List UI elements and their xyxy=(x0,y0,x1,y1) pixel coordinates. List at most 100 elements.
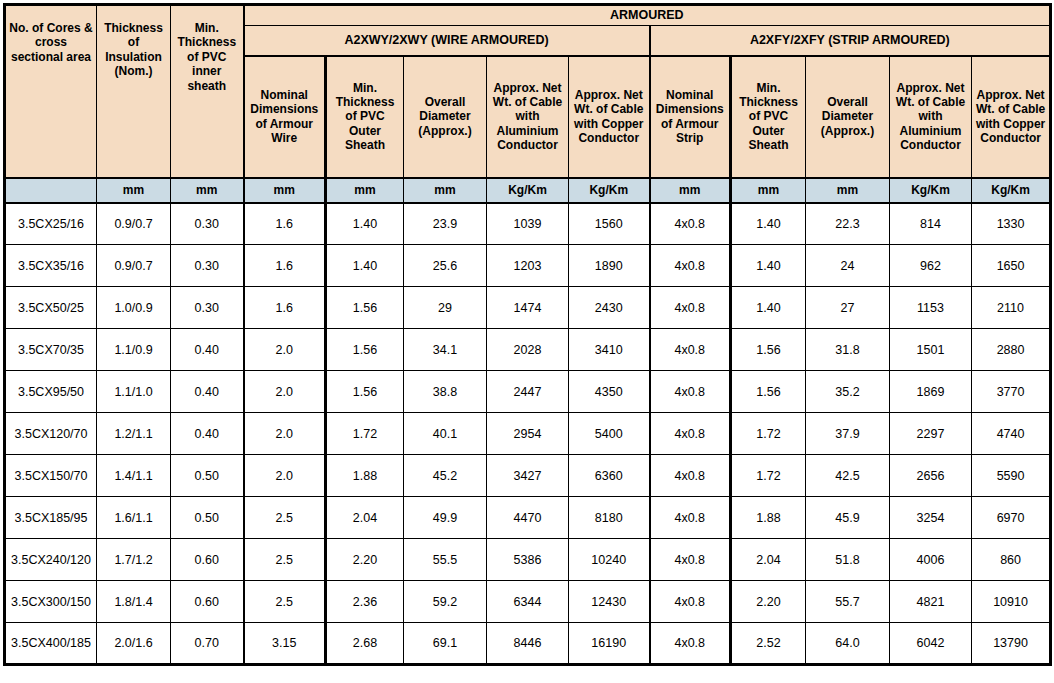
value-cell: 22.3 xyxy=(806,203,890,245)
armoured-banner: ARMOURED xyxy=(244,5,1051,26)
value-cell: 45.2 xyxy=(404,455,487,497)
table-row: 3.5CX400/1852.0/1.60.703.152.6869.184461… xyxy=(5,623,1051,665)
table-row: 3.5CX95/501.1/1.00.402.01.5638.824474350… xyxy=(5,371,1051,413)
column-header-overall-diameter-wire: Overall Diameter (Approx.) xyxy=(404,56,487,178)
banner-row: No. of Cores & cross sectional area Thic… xyxy=(5,5,1051,26)
value-cell: 55.7 xyxy=(806,581,890,623)
value-cell: 3.15 xyxy=(244,623,326,665)
value-cell: 2110 xyxy=(972,287,1051,329)
table-row: 3.5CX50/251.0/0.90.301.61.5629147424304x… xyxy=(5,287,1051,329)
value-cell: 2.5 xyxy=(244,581,326,623)
value-cell: 49.9 xyxy=(404,497,487,539)
unit-cell: Kg/Km xyxy=(972,178,1051,203)
column-header-outer-sheath-strip: Min. Thickness of PVC Outer Sheath xyxy=(731,56,806,178)
value-cell: 4350 xyxy=(569,371,650,413)
value-cell: 29 xyxy=(404,287,487,329)
value-cell: 5400 xyxy=(569,413,650,455)
value-cell: 2.5 xyxy=(244,497,326,539)
value-cell: 4x0.8 xyxy=(650,623,731,665)
column-header-armour-wire: Nominal Dimensions of Armour Wire xyxy=(244,56,326,178)
table-row: 3.5CX120/701.2/1.10.402.01.7240.12954540… xyxy=(5,413,1051,455)
unit-cell xyxy=(5,178,97,203)
value-cell: 0.9/0.7 xyxy=(97,245,171,287)
value-cell: 1.40 xyxy=(731,287,806,329)
value-cell: 45.9 xyxy=(806,497,890,539)
unit-cell: mm xyxy=(404,178,487,203)
table-row: 3.5CX150/701.4/1.10.502.01.8845.23427636… xyxy=(5,455,1051,497)
column-header-weight-aluminium-wire: Approx. Net Wt. of Cable with Aluminium … xyxy=(487,56,569,178)
value-cell: 2.52 xyxy=(731,623,806,665)
value-cell: 64.0 xyxy=(806,623,890,665)
table-row: 3.5CX300/1501.8/1.40.602.52.3659.2634412… xyxy=(5,581,1051,623)
value-cell: 1890 xyxy=(569,245,650,287)
value-cell: 10240 xyxy=(569,539,650,581)
value-cell: 2.36 xyxy=(326,581,404,623)
value-cell: 0.60 xyxy=(171,581,244,623)
unit-cell: mm xyxy=(731,178,806,203)
value-cell: 1.1/1.0 xyxy=(97,371,171,413)
armoured-cable-table: No. of Cores & cross sectional area Thic… xyxy=(3,3,1052,666)
value-cell: 4x0.8 xyxy=(650,287,731,329)
unit-cell: mm xyxy=(171,178,244,203)
unit-cell: Kg/Km xyxy=(487,178,569,203)
cable-size-cell: 3.5CX25/16 xyxy=(5,203,97,245)
column-header-weight-copper-strip: Approx. Net Wt. of Cable with Copper Con… xyxy=(972,56,1051,178)
value-cell: 4x0.8 xyxy=(650,497,731,539)
value-cell: 6042 xyxy=(890,623,972,665)
cable-size-cell: 3.5CX240/120 xyxy=(5,539,97,581)
units-row: mm mm mm mm mm Kg/Km Kg/Km mm mm mm Kg/K… xyxy=(5,178,1051,203)
value-cell: 34.1 xyxy=(404,329,487,371)
value-cell: 2.20 xyxy=(326,539,404,581)
value-cell: 2954 xyxy=(487,413,569,455)
value-cell: 4x0.8 xyxy=(650,371,731,413)
value-cell: 1.72 xyxy=(731,455,806,497)
value-cell: 1.0/0.9 xyxy=(97,287,171,329)
value-cell: 1.1/0.9 xyxy=(97,329,171,371)
value-cell: 2.0 xyxy=(244,329,326,371)
value-cell: 1.88 xyxy=(731,497,806,539)
group-header-wire-armoured: A2XWY/2XWY (WIRE ARMOURED) xyxy=(244,26,650,56)
value-cell: 1.6 xyxy=(244,203,326,245)
value-cell: 2.68 xyxy=(326,623,404,665)
unit-cell: mm xyxy=(97,178,171,203)
value-cell: 2430 xyxy=(569,287,650,329)
table-body: 3.5CX25/160.9/0.70.301.61.4023.910391560… xyxy=(5,203,1051,665)
value-cell: 5386 xyxy=(487,539,569,581)
value-cell: 1.40 xyxy=(326,245,404,287)
column-header-insulation: Thickness of Insulation (Nom.) xyxy=(97,5,171,178)
value-cell: 1.56 xyxy=(326,329,404,371)
table-row: 3.5CX25/160.9/0.70.301.61.4023.910391560… xyxy=(5,203,1051,245)
value-cell: 69.1 xyxy=(404,623,487,665)
value-cell: 1.88 xyxy=(326,455,404,497)
value-cell: 4821 xyxy=(890,581,972,623)
group-header-strip-armoured: A2XFY/2XFY (STRIP ARMOURED) xyxy=(650,26,1051,56)
value-cell: 2880 xyxy=(972,329,1051,371)
unit-cell: mm xyxy=(244,178,326,203)
value-cell: 4x0.8 xyxy=(650,413,731,455)
value-cell: 3254 xyxy=(890,497,972,539)
column-header-outer-sheath-wire: Min. Thickness of PVC Outer Sheath xyxy=(326,56,404,178)
value-cell: 3427 xyxy=(487,455,569,497)
value-cell: 1.8/1.4 xyxy=(97,581,171,623)
value-cell: 1.7/1.2 xyxy=(97,539,171,581)
column-header-weight-copper-wire: Approx. Net Wt. of Cable with Copper Con… xyxy=(569,56,650,178)
value-cell: 3410 xyxy=(569,329,650,371)
unit-cell: mm xyxy=(326,178,404,203)
value-cell: 1.72 xyxy=(731,413,806,455)
value-cell: 4x0.8 xyxy=(650,329,731,371)
value-cell: 1650 xyxy=(972,245,1051,287)
table-row: 3.5CX70/351.1/0.90.402.01.5634.120283410… xyxy=(5,329,1051,371)
table-header: No. of Cores & cross sectional area Thic… xyxy=(5,5,1051,203)
value-cell: 12430 xyxy=(569,581,650,623)
table-row: 3.5CX185/951.6/1.10.502.52.0449.94470818… xyxy=(5,497,1051,539)
value-cell: 16190 xyxy=(569,623,650,665)
value-cell: 962 xyxy=(890,245,972,287)
value-cell: 2.5 xyxy=(244,539,326,581)
value-cell: 1.72 xyxy=(326,413,404,455)
unit-cell: Kg/Km xyxy=(569,178,650,203)
value-cell: 0.70 xyxy=(171,623,244,665)
value-cell: 4470 xyxy=(487,497,569,539)
cable-spec-sheet: No. of Cores & cross sectional area Thic… xyxy=(0,0,1054,683)
value-cell: 35.2 xyxy=(806,371,890,413)
value-cell: 0.60 xyxy=(171,539,244,581)
